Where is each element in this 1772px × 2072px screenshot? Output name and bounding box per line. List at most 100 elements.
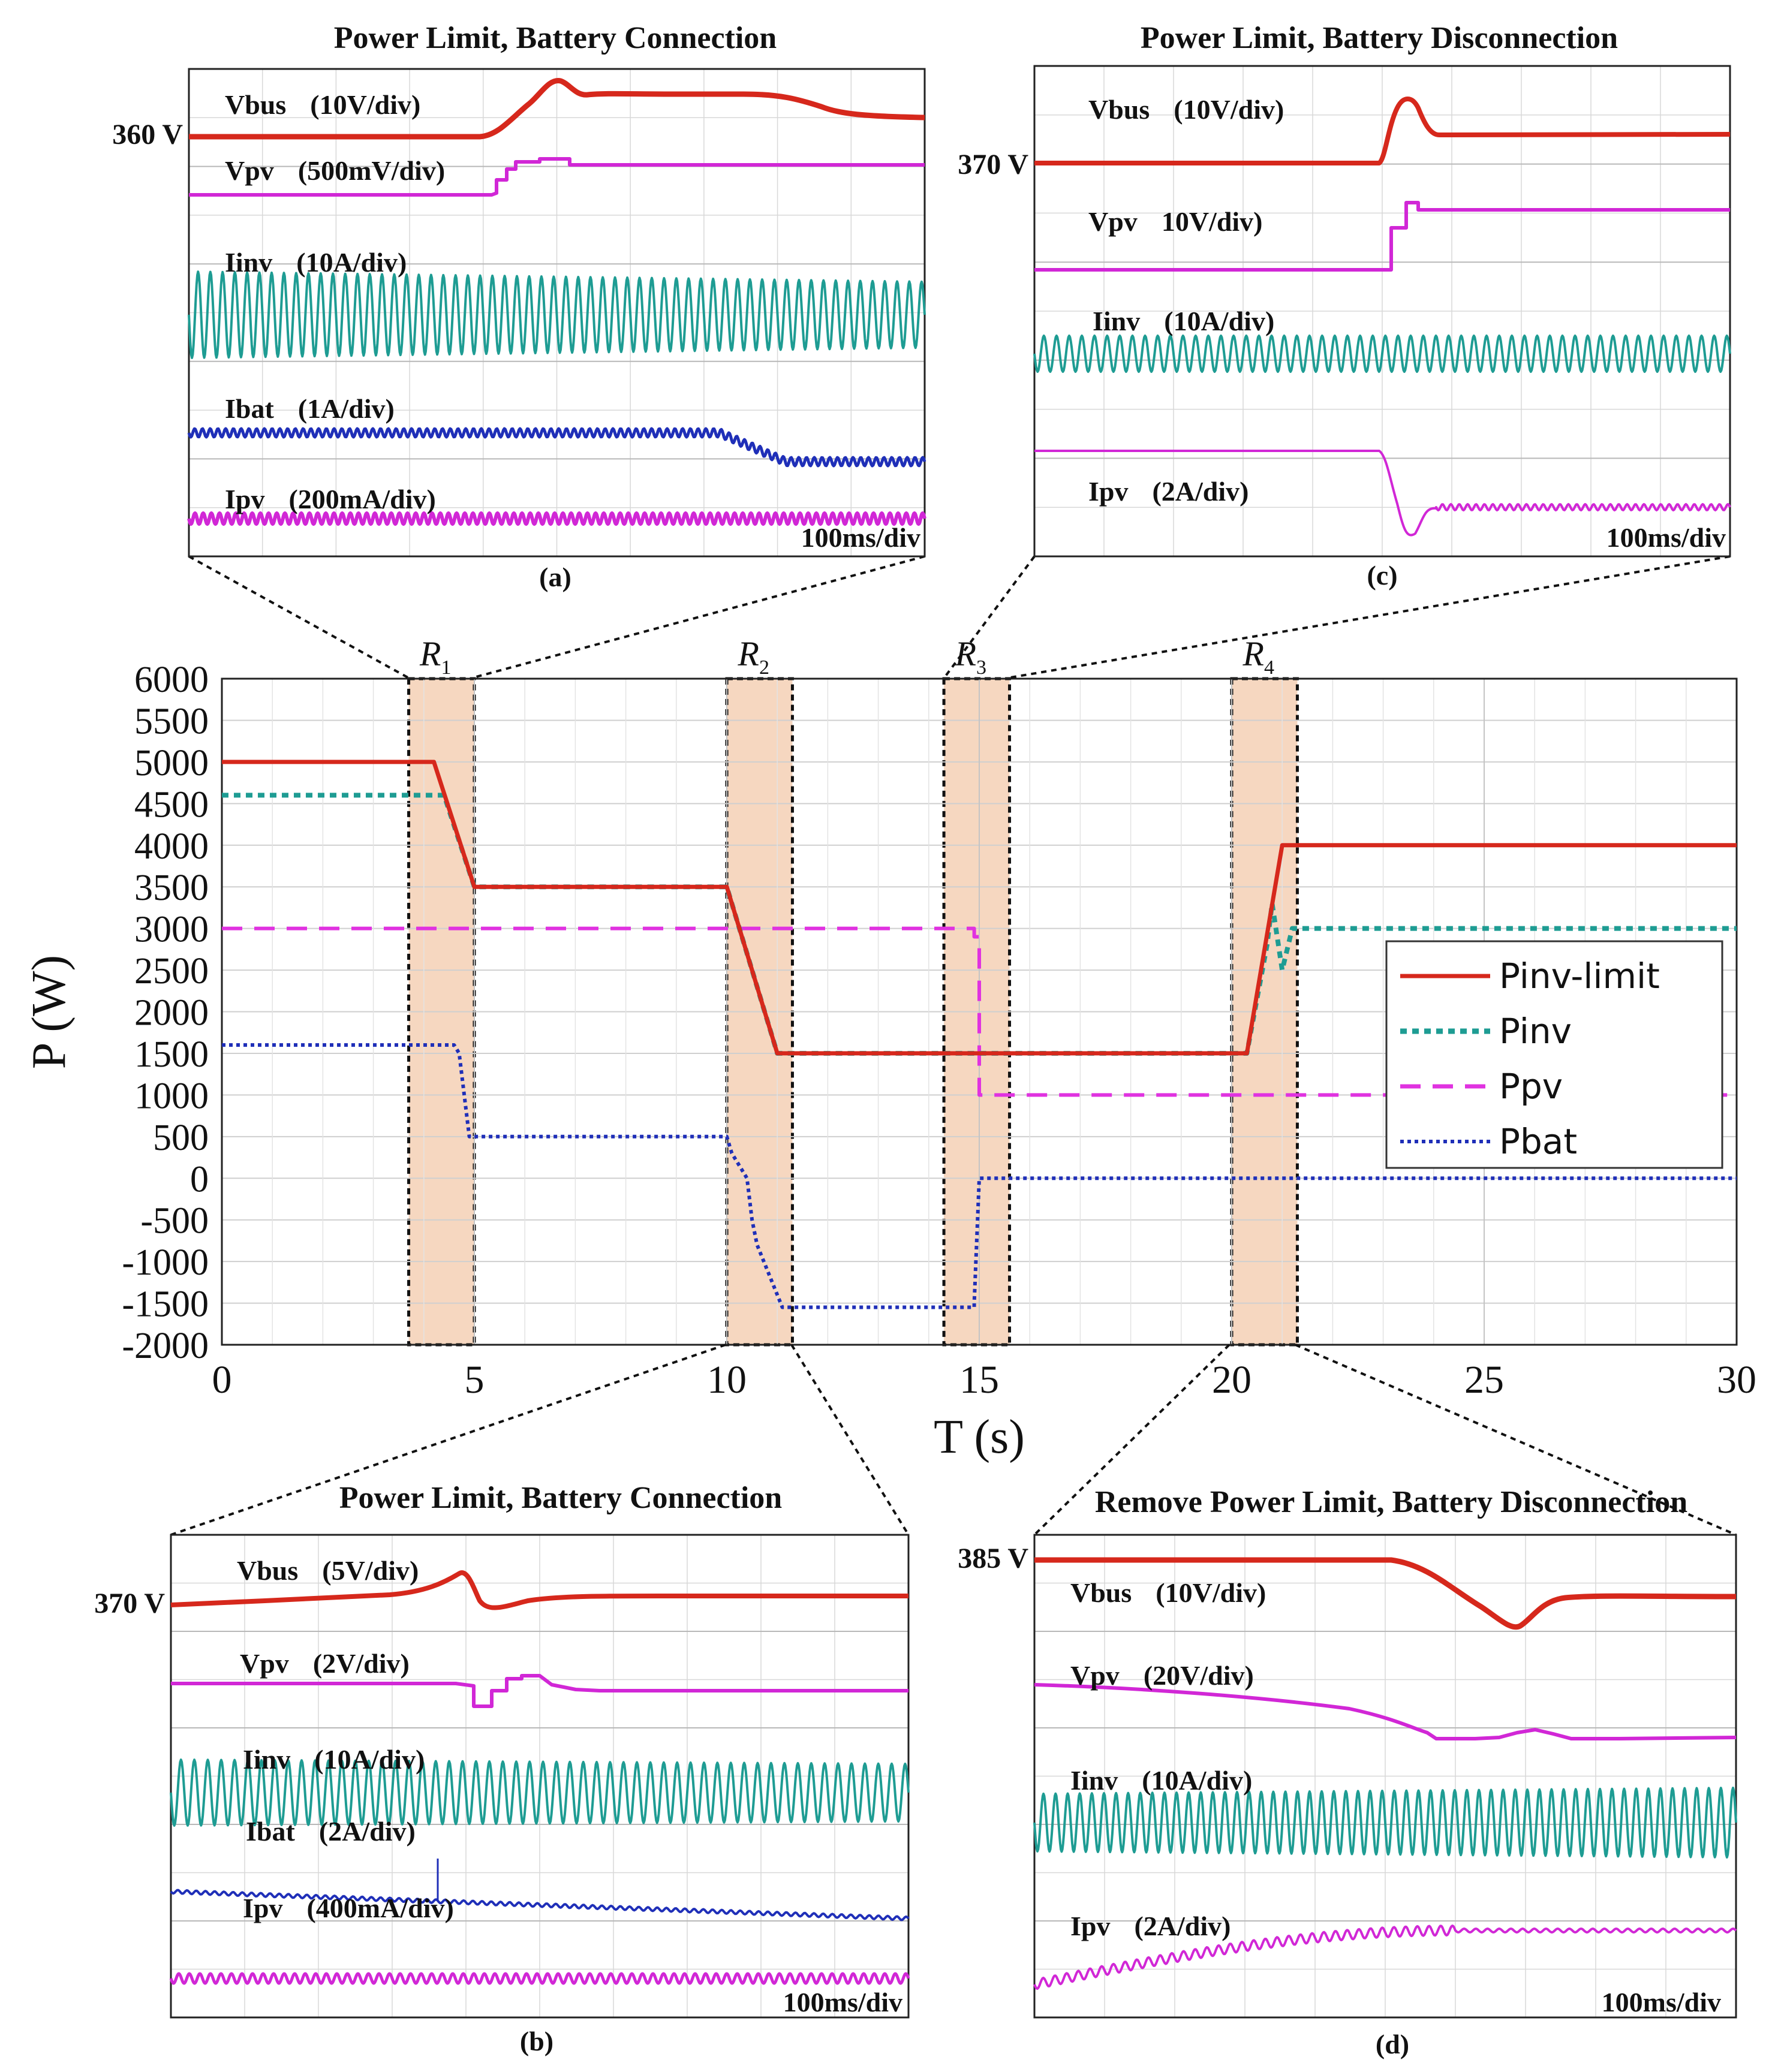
panel-b-ipv-trace: [169, 1972, 910, 1985]
panel-a-ibat-trace: [187, 427, 926, 468]
panel-c-ipv-name: Ipv: [1088, 476, 1128, 507]
panel-b-vpv-name: Vpv: [240, 1648, 289, 1679]
scope-frame: [1033, 1534, 1737, 2019]
legend-box: [1385, 940, 1723, 1169]
panel-c-iinv-trace: [1033, 335, 1731, 373]
legend-label-ppv: Ppv: [1499, 1066, 1563, 1107]
panel-b-iinv-name: Iinv: [243, 1744, 290, 1775]
scope-grid: [1033, 65, 1731, 558]
y-tick-label: -500: [140, 1201, 209, 1242]
svg-text:Iinv(10A/div): Iinv (10A/div): [1093, 306, 1274, 336]
panel-a-vbus-scale: (10V/div): [310, 89, 420, 120]
region-label-sub-1: 1: [441, 656, 451, 679]
y-tick-label: 0: [190, 1159, 209, 1200]
panel-c-iinv-name: Iinv: [1093, 306, 1140, 336]
x-tick-label: 10: [707, 1358, 747, 1402]
panel-c-ipv-scale: (2A/div): [1152, 476, 1248, 507]
panel-a-ipv-scale: (200mA/div): [288, 484, 435, 514]
panel-b-ipv-name: Ipv: [243, 1893, 282, 1923]
region-label-sub-4: 4: [1264, 656, 1274, 679]
svg-text:Ibat(1A/div): Ibat (1A/div): [225, 393, 395, 424]
svg-text:Ipv(2A/div): Ipv (2A/div): [1088, 476, 1248, 507]
y-tick-label: -2000: [122, 1326, 209, 1366]
panel-c-vbus-trace: [1034, 97, 1731, 165]
svg-text:Iinv(10A/div): Iinv (10A/div): [1070, 1765, 1252, 1796]
panel-c-iinv-scale: (10A/div): [1164, 306, 1274, 336]
panel-d-time-scale: 100ms/div: [1602, 1987, 1721, 2017]
panel-d-ipv-scale: (2A/div): [1134, 1911, 1231, 1941]
scope-panel-c: Power Limit, Battery Disconnection 370 V…: [958, 21, 1731, 591]
legend-label-pbat: Pbat: [1499, 1121, 1577, 1162]
svg-text:Iinv(10A/div): Iinv (10A/div): [243, 1744, 425, 1775]
panel-c-vbus-name: Vbus: [1088, 94, 1150, 125]
scope-frame: [170, 1534, 910, 2019]
zoom-connectors: [170, 555, 1737, 1536]
panel-b-time-scale: 100ms/div: [783, 1987, 902, 2017]
series-pbat: [222, 1043, 1737, 1309]
panel-b-vbus-scale: (5V/div): [322, 1555, 419, 1586]
panel-a-ref-label: 360 V: [112, 119, 183, 150]
svg-text:Ipv(400mA/div): Ipv (400mA/div): [243, 1893, 454, 1923]
series-ppv: [222, 926, 1737, 1097]
panel-d-iinv-name: Iinv: [1070, 1765, 1118, 1796]
svg-text:Vpv(2V/div): Vpv (2V/div): [240, 1648, 410, 1679]
panel-a-vbus-name: Vbus: [225, 89, 286, 120]
x-tick-label: 0: [212, 1358, 232, 1402]
svg-text:Vbus(10V/div): Vbus (10V/div): [1088, 94, 1284, 125]
region-label-sub-3: 3: [976, 656, 986, 679]
panel-c-vpv-scale: 10V/div): [1162, 206, 1263, 237]
y-tick-label: 500: [153, 1118, 209, 1158]
svg-text:Vpv(500mV/div): Vpv (500mV/div): [225, 155, 445, 186]
main-series: [222, 760, 1737, 1309]
panel-c-traces: [1033, 97, 1731, 537]
svg-text:Ipv(200mA/div): Ipv (200mA/div): [225, 484, 436, 514]
panel-d-ref-label: 385 V: [958, 1543, 1028, 1574]
panel-b-traces: [169, 1570, 910, 1985]
panel-d-iinv-scale: (10A/div): [1142, 1765, 1252, 1796]
panel-b-vpv-scale: (2V/div): [313, 1648, 410, 1679]
panel-b-label: (b): [520, 2026, 553, 2056]
panel-d-vpv-scale: (20V/div): [1144, 1660, 1254, 1691]
scope-panel-d: Remove Power Limit, Battery Disconnectio…: [958, 1485, 1737, 2059]
x-tick-label: 25: [1464, 1358, 1504, 1402]
series-pinv-limit: [222, 760, 1737, 1056]
panel-a-ipv-name: Ipv: [225, 484, 264, 514]
panel-d-label: (d): [1376, 2029, 1409, 2059]
y-tick-label: -1500: [122, 1284, 209, 1325]
scope-panel-a: Power Limit, Battery Connection 360 V Vb…: [112, 21, 926, 592]
y-tick-label: 3000: [134, 909, 209, 950]
x-tick-label: 15: [959, 1358, 999, 1402]
panel-c-time-scale: 100ms/div: [1606, 522, 1726, 553]
y-tick-label: 5000: [134, 743, 209, 784]
scope-panel-b: Power Limit, Battery Connection 370 V Vb…: [94, 1481, 910, 2056]
panel-b-title: Power Limit, Battery Connection: [339, 1481, 783, 1515]
panel-d-vbus-name: Vbus: [1070, 1577, 1132, 1608]
svg-text:Vbus(5V/div): Vbus (5V/div): [237, 1555, 419, 1586]
panel-a-vbus-trace: [189, 78, 925, 140]
svg-text:Vbus(10V/div): Vbus (10V/div): [225, 89, 420, 120]
panel-a-time-scale: 100ms/div: [801, 522, 920, 553]
panel-b-ipv-scale: (400mA/div): [306, 1893, 453, 1923]
scope-frame: [1033, 65, 1731, 558]
legend-label-pinv: Pinv: [1499, 1011, 1572, 1052]
x-tick-label: 20: [1212, 1358, 1251, 1402]
y-tick-label: 3500: [134, 868, 209, 908]
panel-a-vpv-name: Vpv: [225, 155, 274, 186]
y-tick-label: 5500: [134, 701, 209, 742]
panel-c-ipv-trace: [1034, 450, 1731, 537]
x-axis-label: T (s): [934, 1411, 1025, 1463]
panel-b-ibat-name: Ibat: [246, 1816, 295, 1847]
panel-a-ibat-name: Ibat: [225, 393, 274, 424]
panel-a-vpv-scale: (500mV/div): [298, 155, 445, 186]
y-tick-labels: 6000550050004500400035003000250020001500…: [122, 659, 209, 1366]
region-label-4: R4: [1242, 634, 1274, 679]
panel-a-traces: [187, 78, 926, 526]
panel-c-vbus-scale: (10V/div): [1174, 94, 1284, 125]
svg-text:Vpv(20V/div): Vpv (20V/div): [1070, 1660, 1254, 1691]
panel-a-ibat-scale: (1A/div): [298, 393, 395, 424]
panel-a-iinv-trace: [188, 270, 926, 359]
panel-d-vbus-trace: [1034, 1557, 1737, 1630]
y-tick-label: 4500: [134, 784, 209, 825]
panel-d-traces: [1033, 1557, 1737, 1990]
